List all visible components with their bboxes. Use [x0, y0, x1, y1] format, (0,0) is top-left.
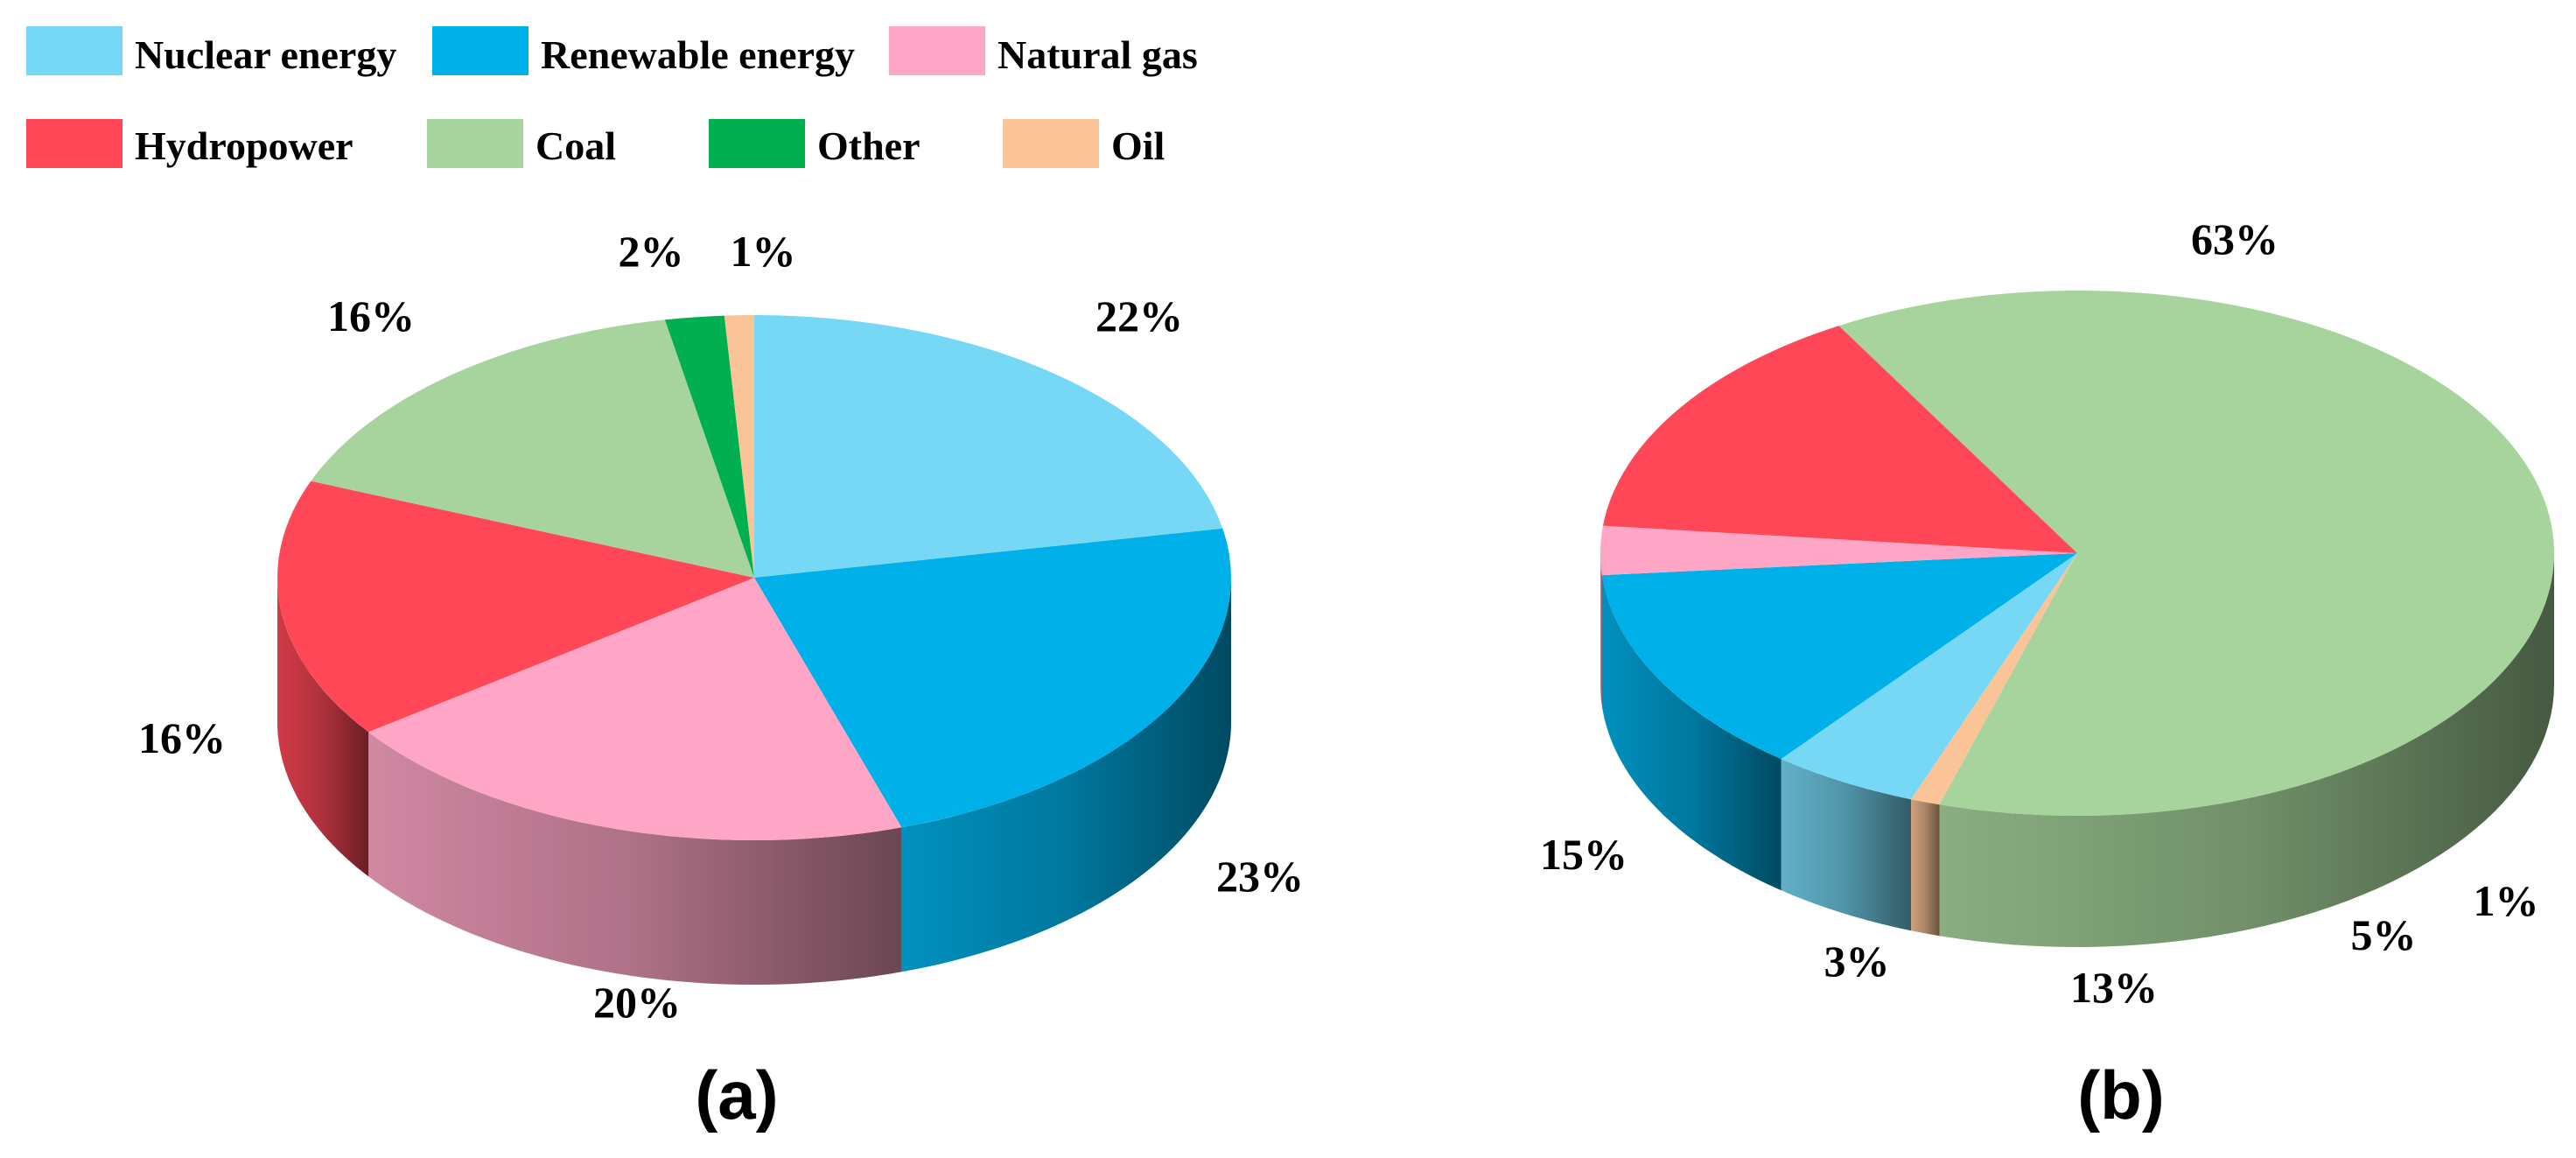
legend-item-gas: Natural gas [889, 26, 1198, 77]
legend-label-other: Other [817, 123, 920, 168]
legend-swatch-gas [889, 26, 985, 75]
pie-a-side-shade-hydro [277, 578, 369, 877]
legend-item-renewable: Renewable energy [432, 26, 855, 77]
pie-b-slice-coal [1838, 291, 2555, 817]
legend: Nuclear energy Renewable energy Natural … [26, 26, 1198, 168]
legend-label-renewable: Renewable energy [541, 32, 855, 77]
pie-b-sides [1600, 553, 2554, 947]
panel-label-a: (a) [695, 1056, 778, 1133]
pie-b-slice-nuclear [1781, 553, 2077, 800]
pie-a-label-other: 2% [619, 227, 684, 276]
legend-item-hydro: Hydropower [26, 119, 354, 168]
pie-b-label-renewable: 13% [2070, 963, 2158, 1012]
pie-a-label-hydro: 16% [138, 713, 226, 762]
legend-item-coal: Coal [427, 119, 616, 168]
legend-label-gas: Natural gas [998, 32, 1198, 77]
panel-label-b: (b) [2077, 1056, 2165, 1133]
pie-b-slice-hydro [1603, 326, 2077, 553]
pie-a-label-renewable: 23% [1216, 852, 1304, 901]
pie-b-labels: 63% 1% 5% 13% 3% 15% [1540, 214, 2539, 1012]
pie-b-label-gas: 3% [1824, 937, 1890, 986]
legend-swatch-renewable [432, 26, 528, 75]
pie-a-slice-nuclear [754, 315, 1223, 578]
legend-swatch-hydro [26, 119, 122, 168]
pie-a-slice-other [664, 315, 754, 578]
pie-b-tops [1600, 291, 2555, 817]
pie-b-side-shade-coal [1939, 553, 2554, 947]
pie-chart-a: 22% 23% 20% 16% 16% 2% 1% (a) [138, 227, 1304, 1133]
pie-a-side-shade-renewable [901, 578, 1231, 972]
pie-b-label-coal: 63% [2191, 214, 2278, 263]
pie-a-slice-hydro [277, 481, 754, 733]
legend-swatch-oil [1003, 119, 1099, 168]
legend-item-other: Other [709, 119, 920, 168]
pie-a-label-oil: 1% [731, 227, 796, 276]
pie-b-slice-gas [1600, 525, 2077, 576]
pie-a-sides [277, 578, 1231, 985]
pie-b-label-oil: 1% [2474, 876, 2539, 925]
legend-label-coal: Coal [536, 123, 616, 168]
legend-label-hydro: Hydropower [135, 123, 354, 168]
pie-b-side-shade-nuclear [1781, 759, 1911, 931]
legend-label-oil: Oil [1111, 123, 1165, 168]
legend-item-nuclear: Nuclear energy [26, 26, 396, 77]
pie-a-label-coal: 16% [327, 291, 415, 340]
pie-a-slice-oil [724, 315, 754, 578]
pie-a-label-gas: 20% [593, 978, 681, 1027]
pie-b-slice-oil [1911, 553, 2077, 805]
pie-b-slice-renewable [1601, 553, 2077, 760]
pie-a-tops [277, 315, 1231, 840]
pie-b-side-shade-renewable [1601, 575, 1782, 891]
pie-chart-b: 63% 1% 5% 13% 3% 15% (b) [1540, 214, 2555, 1133]
pie-a-labels: 22% 23% 20% 16% 16% 2% 1% [138, 227, 1304, 1027]
legend-swatch-other [709, 119, 805, 168]
pie-b-side-shade-gas [1600, 553, 1602, 707]
legend-swatch-nuclear [26, 26, 122, 75]
pie-a-slice-renewable [754, 528, 1231, 828]
pie-b-label-nuclear: 5% [2351, 910, 2417, 959]
pie-b-side-shade-oil [1911, 799, 1940, 937]
legend-label-nuclear: Nuclear energy [135, 32, 396, 77]
pie-a-side-shade-gas [368, 732, 902, 985]
pie-a-label-nuclear: 22% [1096, 291, 1183, 340]
legend-item-oil: Oil [1003, 119, 1165, 168]
legend-swatch-coal [427, 119, 523, 168]
pie-a-slice-coal [311, 319, 754, 578]
pie-b-label-hydro: 15% [1540, 830, 1628, 879]
pie-a-slice-gas [368, 578, 902, 840]
